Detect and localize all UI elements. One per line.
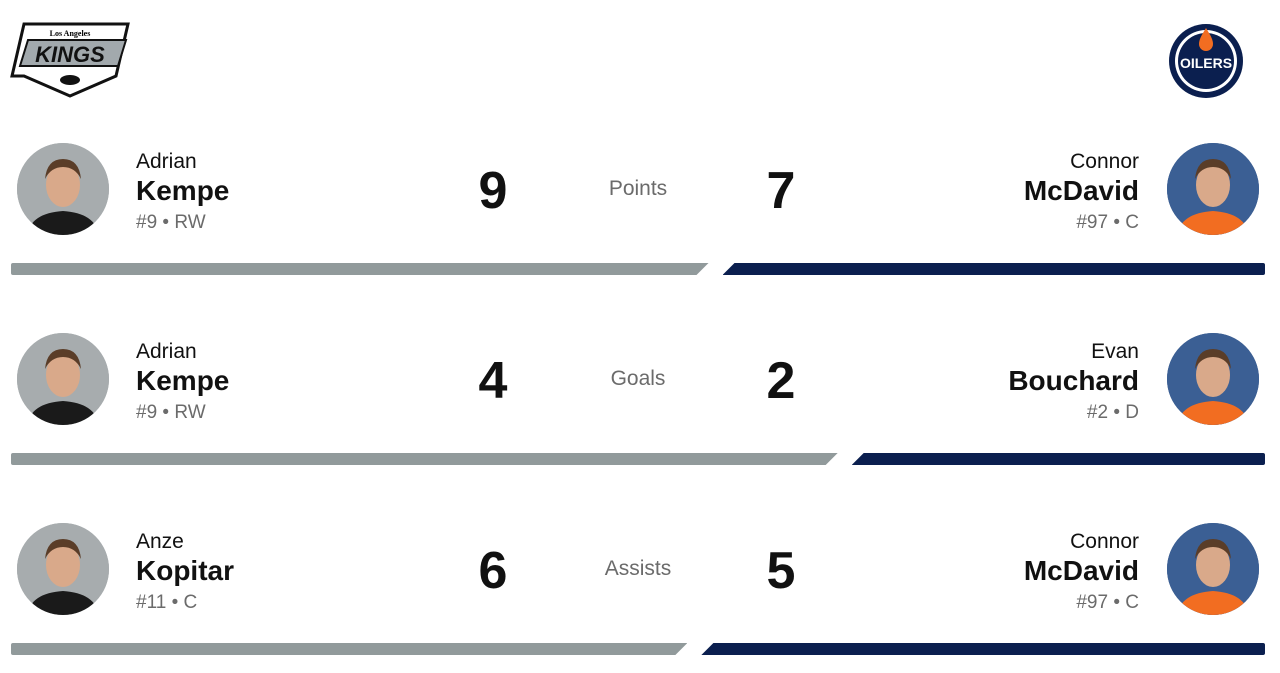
comparison-bar xyxy=(11,643,1265,655)
player-info-left: Adrian Kempe #9 • RW xyxy=(136,339,229,429)
player-info-right: Connor McDavid #97 • C xyxy=(1024,529,1139,619)
player-last-name[interactable]: Kempe xyxy=(136,365,230,396)
kings-logo: Los Angeles KINGS xyxy=(10,22,130,98)
player-number-position: #11 • C xyxy=(136,592,198,613)
stat-value-right: 7 xyxy=(766,162,796,220)
player-info-right: Evan Bouchard #2 • D xyxy=(1008,339,1139,429)
bar-left xyxy=(11,263,709,275)
stat-row-goals: Adrian Kempe #9 • RW 4 Goals 2 Evan Bouc… xyxy=(0,333,1280,483)
player-avatar-right[interactable] xyxy=(1167,143,1259,235)
svg-text:OILERS: OILERS xyxy=(1180,55,1232,71)
player-first-name: Adrian xyxy=(136,340,197,363)
stat-row-points: Adrian Kempe #9 • RW 9 Points 7 Connor M… xyxy=(0,143,1280,293)
player-first-name: Adrian xyxy=(136,150,197,173)
player-avatar-left[interactable] xyxy=(17,523,109,615)
stat-label: Goals xyxy=(610,367,666,390)
player-number-position: #9 • RW xyxy=(136,402,206,423)
stat-value-left: 6 xyxy=(478,542,508,600)
player-last-name[interactable]: Bouchard xyxy=(1008,365,1139,396)
stat-value-right: 2 xyxy=(766,352,796,410)
bar-left xyxy=(11,453,838,465)
player-first-name: Connor xyxy=(1070,150,1139,173)
player-first-name: Connor xyxy=(1070,530,1139,553)
oilers-logo: OILERS xyxy=(1169,24,1243,98)
bar-right xyxy=(851,453,1265,465)
player-number-position: #97 • C xyxy=(1076,592,1139,613)
stat-value-left: 4 xyxy=(478,352,508,410)
stat-value-left: 9 xyxy=(478,162,508,220)
player-avatar-right[interactable] xyxy=(1167,523,1259,615)
player-last-name[interactable]: Kopitar xyxy=(136,555,234,586)
player-number-position: #2 • D xyxy=(1086,402,1139,423)
bar-right xyxy=(701,643,1265,655)
player-avatar-left[interactable] xyxy=(17,143,109,235)
player-number-position: #9 • RW xyxy=(136,212,206,233)
stat-label: Points xyxy=(608,177,668,200)
comparison-bar xyxy=(11,453,1265,465)
player-info-left: Anze Kopitar #11 • C xyxy=(136,529,234,619)
player-last-name[interactable]: McDavid xyxy=(1023,555,1139,586)
player-info-left: Adrian Kempe #9 • RW xyxy=(136,149,229,239)
comparison-bar xyxy=(11,263,1265,275)
player-number-position: #97 • C xyxy=(1076,212,1139,233)
player-last-name[interactable]: McDavid xyxy=(1023,175,1139,206)
player-first-name: Anze xyxy=(136,530,184,553)
bar-left xyxy=(11,643,687,655)
bar-right xyxy=(722,263,1265,275)
player-avatar-right[interactable] xyxy=(1167,333,1259,425)
player-info-right: Connor McDavid #97 • C xyxy=(1024,149,1139,239)
stat-value-right: 5 xyxy=(766,542,796,600)
stat-row-assists: Anze Kopitar #11 • C 6 Assists 5 Connor … xyxy=(0,523,1280,673)
svg-text:KINGS: KINGS xyxy=(35,42,105,67)
stat-label: Assists xyxy=(604,557,672,580)
svg-text:Los Angeles: Los Angeles xyxy=(50,29,91,38)
player-last-name[interactable]: Kempe xyxy=(136,175,230,206)
player-avatar-left[interactable] xyxy=(17,333,109,425)
player-first-name: Evan xyxy=(1091,340,1139,363)
